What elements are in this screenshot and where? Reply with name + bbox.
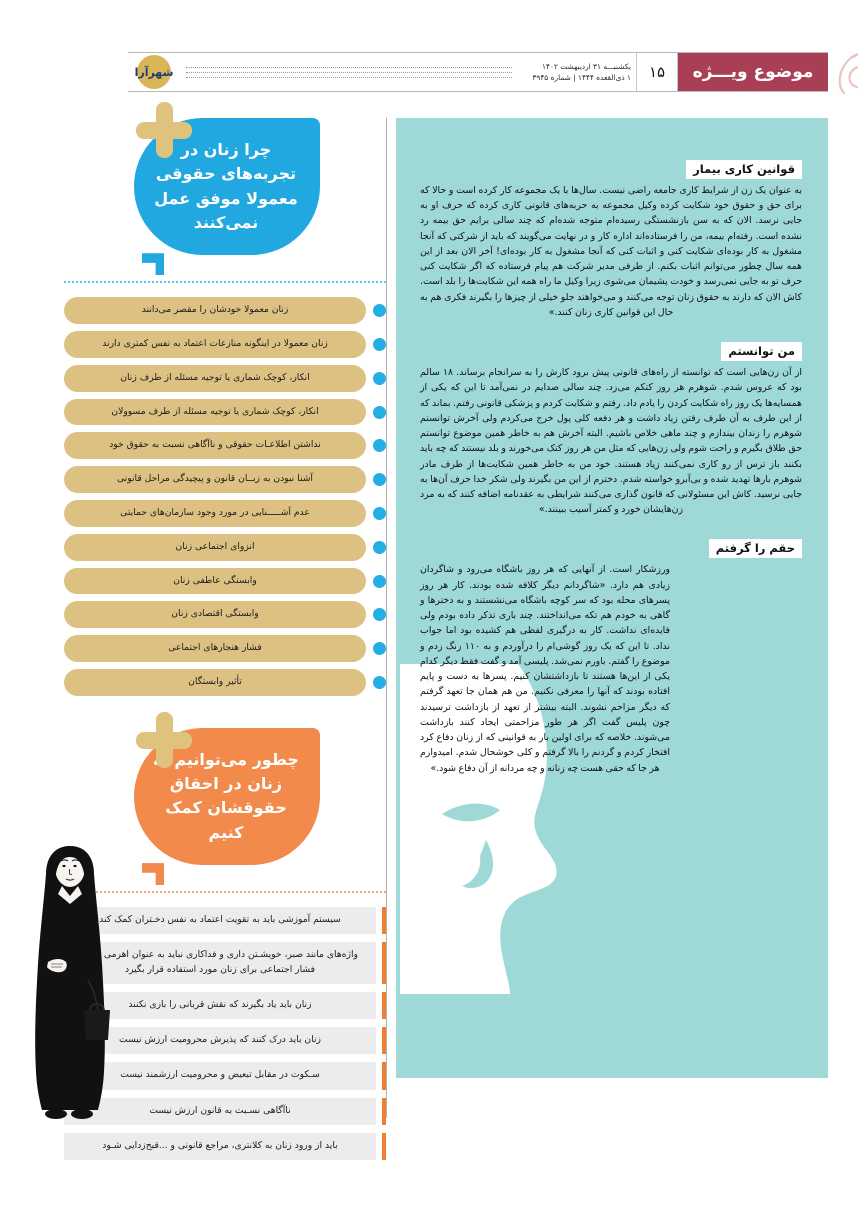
bullet-dot-icon — [373, 506, 386, 520]
list-item: سـکوت در مقابل تبعیض و محرومیت ارزشمند ن… — [64, 1062, 386, 1090]
dotted-rule-line — [186, 71, 512, 73]
list-item: انکار، کوچک شماری یا توجیه مسئله از طرف … — [64, 364, 386, 392]
list-item-label: انکار، کوچک شماری یا توجیه مسئله از طرف … — [64, 398, 366, 426]
list-item: نداشتن اطلاعـات حقوقی و ناآگاهی نسبت به … — [64, 432, 386, 460]
list-item: زنان باید یاد بگیرند که نقش قربانی را با… — [64, 991, 386, 1020]
list-item-label: سیستم آموزشی باید به تقویت اعتماد به نفس… — [64, 907, 376, 935]
accent-tick — [382, 1027, 386, 1055]
masthead-dotted-rule — [180, 53, 518, 91]
bubble-tail — [142, 253, 164, 276]
page-number: ۱۵ — [636, 53, 678, 91]
list-item-label: زنان معمولا خودشان را مقصر می‌دانند — [64, 297, 366, 325]
list-item-label: زنان باید یاد بگیرند که نقش قربانی را با… — [64, 991, 376, 1020]
masthead: شهرآرا یکشنبـــه ۳۱ اردیبهشت ۱۴۰۲ ۱ ذی‌ا… — [128, 52, 858, 95]
list-item: انزوای اجتماعی زنان — [64, 533, 386, 561]
headline-text-1: چرا زنان در تجربه‌های حقوقی معمولا موفق … — [134, 118, 320, 256]
accent-tick — [382, 1132, 386, 1161]
bullet-dot-icon — [373, 642, 386, 656]
article-heading: من توانستم — [721, 342, 802, 362]
plus-icon — [136, 102, 192, 158]
list-item: باید از ورود زنان به کلانتری، مراجع قانو… — [64, 1132, 386, 1161]
list-item-label: انزوای اجتماعی زنان — [64, 533, 366, 561]
list-item: زنان معمولا در اینگونه منازعات اعتماد به… — [64, 331, 386, 358]
logo-text: شهرآرا — [134, 65, 174, 79]
list-item: سیستم آموزشی باید به تقویت اعتماد به نفس… — [64, 907, 386, 935]
solutions-list: سیستم آموزشی باید به تقویت اعتماد به نفس… — [64, 907, 386, 1161]
article-item: حقم را گرفتم ورزشکار است. از آنهایی که ه… — [420, 539, 802, 775]
bullet-dot-icon — [373, 473, 386, 487]
articles-panel: قوانین کاری بیمار به عنوان یک زن از شرای… — [396, 118, 828, 1078]
article-heading: قوانین کاری بیمار — [686, 160, 802, 179]
bullet-dot-icon — [373, 439, 386, 453]
headline-bubble-1: چرا زنان در تجربه‌های حقوقی معمولا موفق … — [134, 102, 320, 276]
article-body: از آن زن‌هایی است که توانسته از راه‌های … — [420, 367, 802, 516]
list-item: وابستگی اقتصادی زنان — [64, 601, 386, 629]
list-item-label: نداشتن اطلاعـات حقوقی و ناآگاهی نسبت به … — [64, 432, 366, 460]
issue-date-lunar: ۱ ذی‌القعده ۱۴۴۴ | شماره ۳۹۴۵ — [532, 73, 631, 82]
list-item-label: سـکوت در مقابل تبعیض و محرومیت ارزشمند ن… — [64, 1062, 376, 1090]
article-heading: حقم را گرفتم — [708, 539, 802, 559]
bubble-tail — [142, 863, 164, 886]
accent-tick — [382, 1062, 386, 1090]
bullet-dot-icon — [373, 675, 386, 689]
plus-icon-bar-vertical — [156, 102, 173, 158]
bullet-dot-icon — [373, 337, 386, 351]
issue-date-solar: یکشنبـــه ۳۱ اردیبهشت ۱۴۰۲ — [542, 62, 631, 71]
bullet-dot-icon — [373, 608, 386, 622]
dotted-rule-line — [186, 76, 512, 78]
bullet-dot-icon — [373, 304, 386, 318]
issue-date: یکشنبـــه ۳۱ اردیبهشت ۱۴۰۲ ۱ ذی‌القعده ۱… — [518, 53, 636, 91]
calligraphy-watermark-icon — [838, 52, 858, 95]
list-item-label: زنان معمولا در اینگونه منازعات اعتماد به… — [64, 331, 366, 358]
list-item: وابستگی عاطفی زنان — [64, 567, 386, 595]
list-item-label: وابستگی اقتصادی زنان — [64, 601, 366, 629]
accent-tick — [382, 907, 386, 935]
list-item-label: ناآگاهی نسـبت به قانون ارزش نیست — [64, 1097, 376, 1125]
headline-bubble-2: چطور می‌توانیم به زنان در احقاق حقوقشان … — [134, 711, 320, 886]
accent-tick — [382, 991, 386, 1020]
bullet-dot-icon — [373, 540, 386, 554]
list-item: زنان باید درک کنند که پذیرش محرومیت ارزش… — [64, 1027, 386, 1055]
list-item-label: وابستگی عاطفی زنان — [64, 567, 366, 595]
bullet-dot-icon — [373, 574, 386, 588]
list-item-label: فشار هنجارهای اجتماعی — [64, 635, 366, 663]
column-divider — [386, 118, 387, 1118]
left-column: چرا زنان در تجربه‌های حقوقی معمولا موفق … — [64, 102, 387, 1161]
article-item: قوانین کاری بیمار به عنوان یک زن از شرای… — [420, 160, 802, 320]
bullet-dot-icon — [373, 371, 386, 385]
dotted-separator — [64, 281, 386, 284]
list-item: فشار هنجارهای اجتماعی — [64, 635, 386, 663]
article-body: ورزشکار است. از آنهایی که هر روز باشگاه … — [420, 564, 670, 774]
dotted-separator — [64, 891, 386, 894]
bullet-dot-icon — [373, 405, 386, 419]
accent-tick — [382, 1097, 386, 1125]
list-item-label: انکار، کوچک شماری یا توجیه مسئله از طرف … — [64, 364, 366, 392]
list-item: انکار، کوچک شماری یا توجیه مسئله از طرف … — [64, 398, 386, 426]
articles-list: قوانین کاری بیمار به عنوان یک زن از شرای… — [396, 118, 828, 808]
plus-icon-bar-vertical — [156, 711, 173, 768]
woman-in-chador-illustration — [35, 846, 110, 1119]
reasons-list: زنان معمولا خودشان را مقصر می‌دانند زنان… — [64, 297, 386, 696]
list-item-label: تأثیر وابستگان — [64, 669, 366, 696]
list-item: واژه‌های مانند صبر، خویشـتن داری و فداکا… — [64, 942, 386, 984]
list-item: تأثیر وابستگان — [64, 669, 386, 696]
list-item-label: واژه‌های مانند صبر، خویشـتن داری و فداکا… — [64, 942, 376, 984]
publication-logo: شهرآرا — [128, 53, 180, 91]
logo-disc: شهرآرا — [134, 55, 174, 89]
accent-tick — [382, 942, 386, 984]
list-item-label: عدم آشـــــنایی در مورد وجود سازمان‌های … — [64, 500, 366, 527]
list-item: ناآگاهی نسـبت به قانون ارزش نیست — [64, 1097, 386, 1125]
section-title: موضوع ویـــژه — [678, 53, 828, 91]
list-item-label: باید از ورود زنان به کلانتری، مراجع قانو… — [64, 1132, 376, 1161]
list-item-label: زنان باید درک کنند که پذیرش محرومیت ارزش… — [64, 1027, 376, 1055]
list-item: زنان معمولا خودشان را مقصر می‌دانند — [64, 297, 386, 325]
list-item: آشنا نبودن به زبــان قانون و پیچیدگی مرا… — [64, 466, 386, 494]
list-item: عدم آشـــــنایی در مورد وجود سازمان‌های … — [64, 500, 386, 527]
list-item-label: آشنا نبودن به زبــان قانون و پیچیدگی مرا… — [64, 466, 366, 494]
article-item: من توانستم از آن زن‌هایی است که توانسته … — [420, 342, 802, 517]
dotted-rule-line — [186, 66, 512, 68]
article-body: به عنوان یک زن از شرایط کاری جامعه راضی … — [420, 185, 802, 318]
plus-icon — [136, 711, 192, 768]
